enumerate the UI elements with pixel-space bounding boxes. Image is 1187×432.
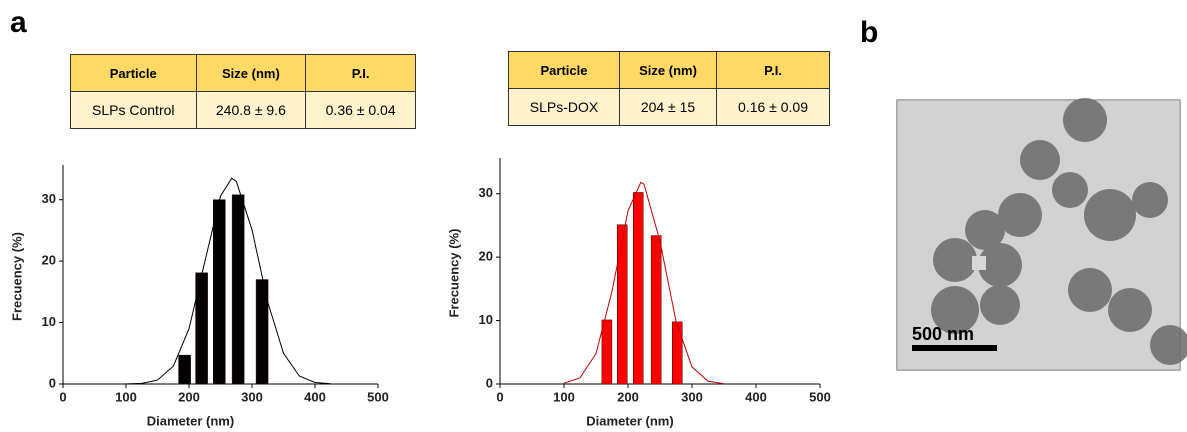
x-tick-label: 100 [115,389,137,404]
fit-curve [125,177,331,385]
header-cell: Size (nm) [195,54,307,92]
y-tick-label: 10 [479,312,493,327]
fit-curve [563,181,725,385]
panel-label: b [860,16,879,49]
y-tick-label: 20 [479,249,493,264]
x-tick-label: 300 [681,389,703,404]
y-tick-label: 20 [42,253,56,268]
header-cell: Particle [70,54,197,92]
header-cell: P.I. [305,54,416,92]
cell: SLPs Control [70,91,197,129]
cell: 240.8 ± 9.6 [195,91,307,129]
x-tick-label: 500 [367,389,389,404]
header-cell: P.I. [716,51,830,89]
x-tick-label: 400 [745,389,767,404]
x-tick-label: 400 [304,389,326,404]
bar [255,279,269,385]
bar [672,321,683,385]
bar [601,319,613,385]
header-cell: Particle [508,51,620,89]
bar [178,354,191,385]
y-tick-label: 30 [42,191,56,206]
x-tick-label: 100 [553,389,575,404]
panel-label: a [10,6,27,39]
bar [212,199,226,385]
y-axis-title: Frecuency (%) [446,229,461,318]
bar [650,235,662,385]
cell: 0.36 ± 0.04 [305,91,416,129]
size-table: Particle Size (nm) P.I. SLPs Control 240.8 … [70,54,416,129]
bar [616,224,628,385]
y-tick-label: 30 [479,185,493,200]
x-tick-label: 500 [809,389,831,404]
y-tick-label: 0 [486,375,493,390]
y-tick-label: 10 [42,314,56,329]
y-tick-label: 0 [49,375,56,390]
x-axis-title: Diameter (nm) [586,413,673,428]
scale-bar-label: 500 nm [912,324,974,344]
x-tick-label: 0 [59,389,66,404]
tem-image: 500 nm [896,98,1187,371]
x-axis-title: Diameter (nm) [147,413,234,428]
x-tick-label: 0 [496,389,503,404]
cell: 204 ± 15 [618,88,718,126]
bar [231,194,245,385]
bar [632,192,644,385]
x-tick-label: 300 [241,389,263,404]
cell: 0.16 ± 0.09 [716,88,830,126]
bar [195,272,208,385]
x-tick-label: 200 [617,389,639,404]
y-axis-title: Frecuency (%) [9,232,24,321]
size-table: Particle Size (nm) P.I. SLPs-DOX 204 ± 15 0.… [508,51,830,126]
x-tick-label: 200 [178,389,200,404]
cell: SLPs-DOX [508,88,620,126]
